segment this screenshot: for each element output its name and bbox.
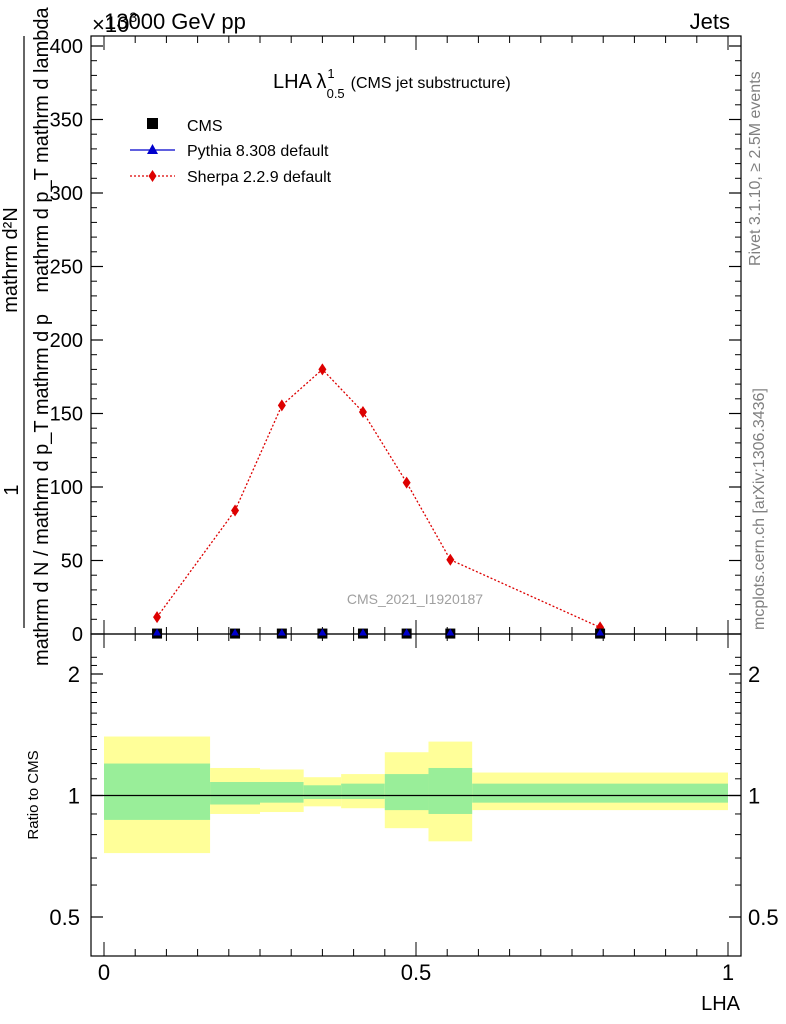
main-y-tick-label: 300 [50, 183, 83, 205]
ratio-y-tick-label-right: 2 [748, 662, 760, 687]
ratio-y-tick-label: 0.5 [49, 905, 80, 930]
legend-label-cms: CMS [187, 118, 223, 135]
sherpa-point [358, 406, 367, 419]
pythia-point [596, 628, 605, 636]
x-tick-label: 1 [722, 960, 734, 985]
ratio-band-inner [260, 782, 304, 803]
ratio-ylabel: Ratio to CMS [25, 750, 42, 839]
ylabel-bottom: mathrm d N / mathrm d p_T mathrm d p [31, 314, 53, 666]
series-layer [152, 363, 606, 639]
pythia-point [318, 628, 327, 636]
ylabel-numerator: 1 [1, 484, 23, 495]
main-y-tick-label: 400 [50, 36, 83, 58]
sherpa-line [156, 368, 601, 628]
main-axis-ticks: 0 50 100 150 200 250 300 350 400 [50, 36, 741, 646]
pythia-point [358, 628, 367, 636]
ratio-band-inner [341, 783, 385, 800]
ylabel-top-under: mathrm d p_T mathrm d lambda [31, 6, 53, 292]
ratio-band-inner [104, 763, 211, 820]
main-y-tick-label: 100 [50, 477, 83, 499]
ratio-y-tick-label: 1 [68, 784, 80, 809]
pythia-point [277, 628, 286, 636]
pythia-point [153, 628, 162, 636]
pythia-point [446, 628, 455, 636]
sherpa-point [153, 611, 162, 624]
legend-label-pythia: Pythia 8.308 default [187, 143, 329, 160]
ratio-y-tick-label-right: 0.5 [748, 905, 779, 930]
sherpa-point [277, 399, 286, 412]
ratio-bands [104, 736, 728, 854]
ratio-axis-ticks: 0.5 0.5 1 1 2 2 [49, 656, 779, 930]
header-process: Jets [690, 9, 730, 34]
main-y-tick-label: 0 [72, 624, 83, 646]
header-energy: 13000 GeV pp [104, 9, 246, 34]
ratio-band-inner [428, 767, 473, 814]
main-y-tick-label: 200 [50, 330, 83, 352]
ylabel-top: mathrm d²N [0, 207, 22, 313]
ratio-band-inner [303, 785, 342, 800]
main-y-tick-label: 50 [61, 551, 83, 573]
legend-label-sherpa: Sherpa 2.2.9 default [187, 169, 332, 186]
plot-title: LHA λ1 0.5(CMS jet substructure) [273, 66, 511, 101]
ratio-band-inner [384, 774, 429, 811]
sherpa-point [446, 553, 455, 566]
ratio-y-tick-label: 2 [68, 662, 80, 687]
ratio-y-tick-label-right: 1 [748, 784, 760, 809]
sherpa-point [318, 363, 327, 376]
legend-marker-cms [147, 118, 158, 129]
pythia-point [231, 628, 240, 636]
main-y-tick-label: 150 [50, 404, 83, 426]
main-ylabel: 1 mathrm d²N mathrm d p_T mathrm d lambd… [0, 6, 53, 665]
legend-marker-pythia [147, 144, 158, 154]
pythia-point [402, 628, 411, 636]
mcplots-label: mcplots.cern.ch [arXiv:1306.3436] [751, 388, 768, 630]
x-axis-label: LHA [701, 993, 741, 1015]
x-tick-label: 0 [98, 960, 110, 985]
sherpa-point [231, 504, 240, 517]
main-y-tick-label: 250 [50, 257, 83, 279]
ratio-band-inner [472, 783, 728, 803]
main-y-tick-label: 350 [50, 110, 83, 132]
legend: CMS Pythia 8.308 default Sherpa 2.2.9 de… [130, 118, 332, 186]
rivet-label: Rivet 3.1.10, ≥ 2.5M events [747, 71, 764, 266]
x-tick-label: 0.5 [401, 960, 432, 985]
analysis-watermark: CMS_2021_I1920187 [347, 591, 483, 607]
legend-marker-sherpa [148, 170, 157, 182]
x-axis-ticks: 0 0.5 1 [98, 36, 734, 985]
ratio-band-inner [210, 782, 260, 805]
sherpa-point [402, 476, 411, 489]
header-exponent: ×103 [92, 9, 137, 37]
